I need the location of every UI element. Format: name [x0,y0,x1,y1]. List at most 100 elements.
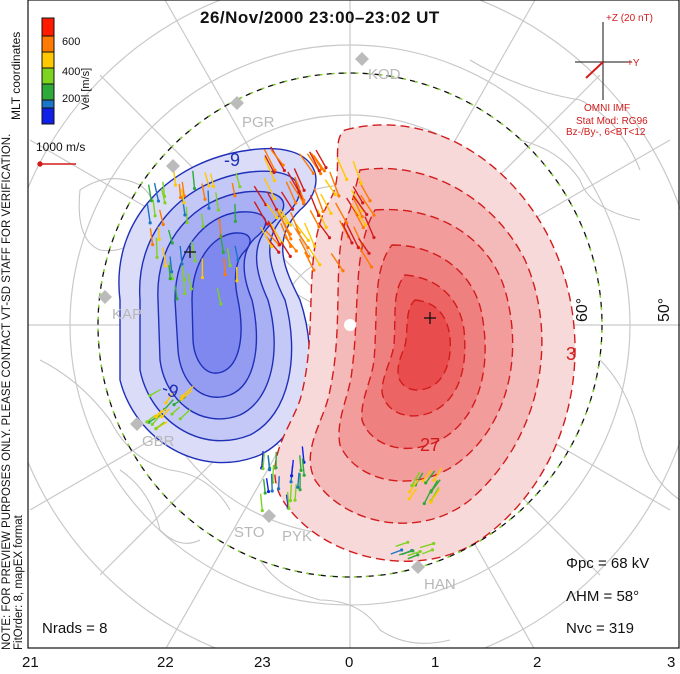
velocity-vector-origin [182,201,186,205]
contour-label-pos-bottom: 27 [420,435,441,455]
velocity-vector-origin [276,487,281,491]
velocity-vector-origin [306,238,310,243]
vector-count: Nvc = 319 [566,620,634,637]
velocity-vector-origin [161,222,165,227]
velocity-vector [153,182,160,202]
velocity-vector-origin [432,478,436,482]
site-kap: KAP [112,306,143,323]
site-gbr: GBR [142,433,175,450]
velocity-vector [280,241,291,257]
mlt-tick-2: 2 [533,654,542,671]
velocity-vector [219,233,225,253]
velocity-vector-origin [287,506,291,511]
velocity-vector-origin [299,468,303,472]
map-title: 26/Nov/2000 23:00–23:02 UT [200,8,440,27]
velocity-vector-origin [157,237,161,242]
velocity-vector [192,170,196,189]
negative-potential-cell [118,147,317,464]
velocity-vector [169,256,173,272]
velocity-vector [309,194,320,216]
velocity-vector-origin [270,244,274,249]
velocity-vector [294,176,305,201]
velocity-vector-origin [192,186,197,191]
velocity-vector [207,190,210,209]
velocity-vector-origin [316,213,321,218]
velocity-vector-origin [178,417,182,421]
radar-count: Nrads = 8 [42,620,108,637]
hm-latitude: ΛHM = 58° [566,588,640,605]
velocity-vector [290,212,300,233]
velocity-vector [286,491,290,509]
velocity-vector-origin [311,171,316,175]
velocity-vector [149,228,154,245]
velocity-vector-origin [185,220,189,225]
colorbar-tick-400: 400 [62,66,81,78]
imf-clock [575,22,632,100]
velocity-vector [352,186,364,204]
velocity-vector [155,421,165,430]
velocity-vector [215,192,220,211]
velocity-vector [352,196,363,218]
velocity-vector [301,458,305,476]
velocity-vector [360,194,375,216]
velocity-vector-origin [266,489,271,494]
colorbar-tick-600: 600 [62,36,81,48]
velocity-vector [433,467,443,481]
velocity-vector-origin [288,499,293,503]
velocity-vector-origin [367,251,371,255]
velocity-vector-origin [430,548,435,552]
velocity-vector-origin [228,264,232,268]
velocity-vector [235,172,241,187]
velocity-vector [265,478,270,492]
velocity-vector [421,549,433,555]
velocity-vector [151,415,161,425]
velocity-vector-origin [261,467,265,471]
velocity-vector [155,237,158,258]
velocity-vector-origin [263,491,267,495]
velocity-vector [352,160,362,184]
velocity-vector [354,211,364,228]
velocity-vector [263,177,276,199]
velocity-vector [156,408,167,418]
velocity-vector [419,542,434,549]
mlt-tick-0: 0 [345,654,354,671]
velocity-vector-origin [145,420,149,424]
velocity-vector [234,245,239,260]
velocity-vector-origin [236,258,240,262]
velocity-vector [407,554,419,560]
colorbar-tick-200: 200 [62,93,81,105]
velocity-vector [283,235,297,252]
velocity-vector [259,493,263,511]
imf-y-label: +Y [627,58,640,69]
latitude-label-60: 60° [574,297,591,322]
velocity-vector-origin [317,169,321,173]
velocity-vector-origin [345,221,349,225]
velocity-vector-origin [294,249,298,253]
velocity-vector [341,222,353,244]
velocity-vector [346,224,359,248]
velocity-vector-origin [201,224,205,229]
velocity-vector-origin [274,466,278,470]
velocity-vector [307,245,321,266]
reference-vector [37,161,76,167]
velocity-vector-origin [422,501,426,506]
velocity-vector-origin [337,194,341,198]
velocity-vector-origin [272,178,277,183]
velocity-vector [357,245,373,268]
velocity-vector-origin [327,236,332,240]
velocity-vector-origin [361,201,365,205]
reference-vector-label: 1000 m/s [36,140,86,154]
velocity-vector-origin [207,184,211,188]
velocity-vector-origin [281,163,285,167]
velocity-vector [216,288,222,305]
velocity-vector-origin [356,246,360,250]
velocity-vector [422,469,433,482]
velocity-vector-origin [219,302,223,306]
velocity-vector-origin [324,225,328,229]
velocity-vector [313,154,326,172]
velocity-vector-origin [407,497,411,501]
velocity-vector [390,549,402,555]
velocity-vector-origin [288,232,292,236]
velocity-vector-origin [302,188,306,192]
